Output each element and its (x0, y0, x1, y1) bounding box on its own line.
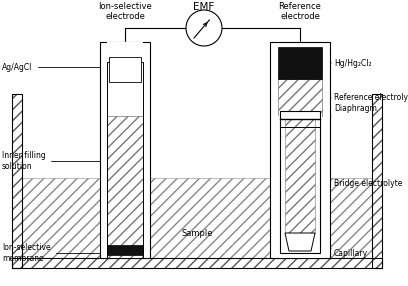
Text: Capillary: Capillary (330, 248, 368, 257)
Text: Reference electrolyte: Reference electrolyte (330, 94, 408, 102)
Text: Reference
electrode: Reference electrode (279, 2, 322, 21)
Text: Bridge electrolyte: Bridge electrolyte (330, 176, 402, 188)
Polygon shape (285, 233, 315, 251)
Bar (22, 178, 372, 258)
Bar (107, 245, 143, 255)
Text: Ion-selective
electrode: Ion-selective electrode (98, 2, 152, 21)
Bar (280, 111, 320, 253)
Text: Inner filling
solution: Inner filling solution (2, 144, 100, 171)
Bar (107, 42, 143, 116)
Text: Diaphragm: Diaphragm (330, 104, 377, 117)
Bar (107, 116, 143, 258)
Bar (12, 94, 22, 268)
Bar (22, 94, 372, 178)
Bar (372, 94, 382, 268)
Bar (100, 42, 150, 258)
Bar (109, 57, 141, 82)
Bar (372, 94, 382, 268)
Bar (278, 47, 322, 79)
Bar (270, 42, 330, 258)
Bar (278, 116, 322, 258)
Text: Ion-selective
membrane: Ion-selective membrane (2, 243, 100, 263)
Text: Hg/Hg₂Cl₂: Hg/Hg₂Cl₂ (330, 59, 372, 67)
Text: EMF: EMF (193, 2, 215, 12)
Bar (107, 62, 143, 258)
Circle shape (186, 10, 222, 46)
Bar (285, 119, 315, 233)
Bar (12, 258, 382, 268)
Bar (278, 79, 322, 116)
Text: Sample: Sample (181, 229, 213, 237)
Text: Ag/AgCl: Ag/AgCl (2, 63, 100, 72)
Bar (12, 94, 22, 268)
Bar (12, 258, 382, 268)
